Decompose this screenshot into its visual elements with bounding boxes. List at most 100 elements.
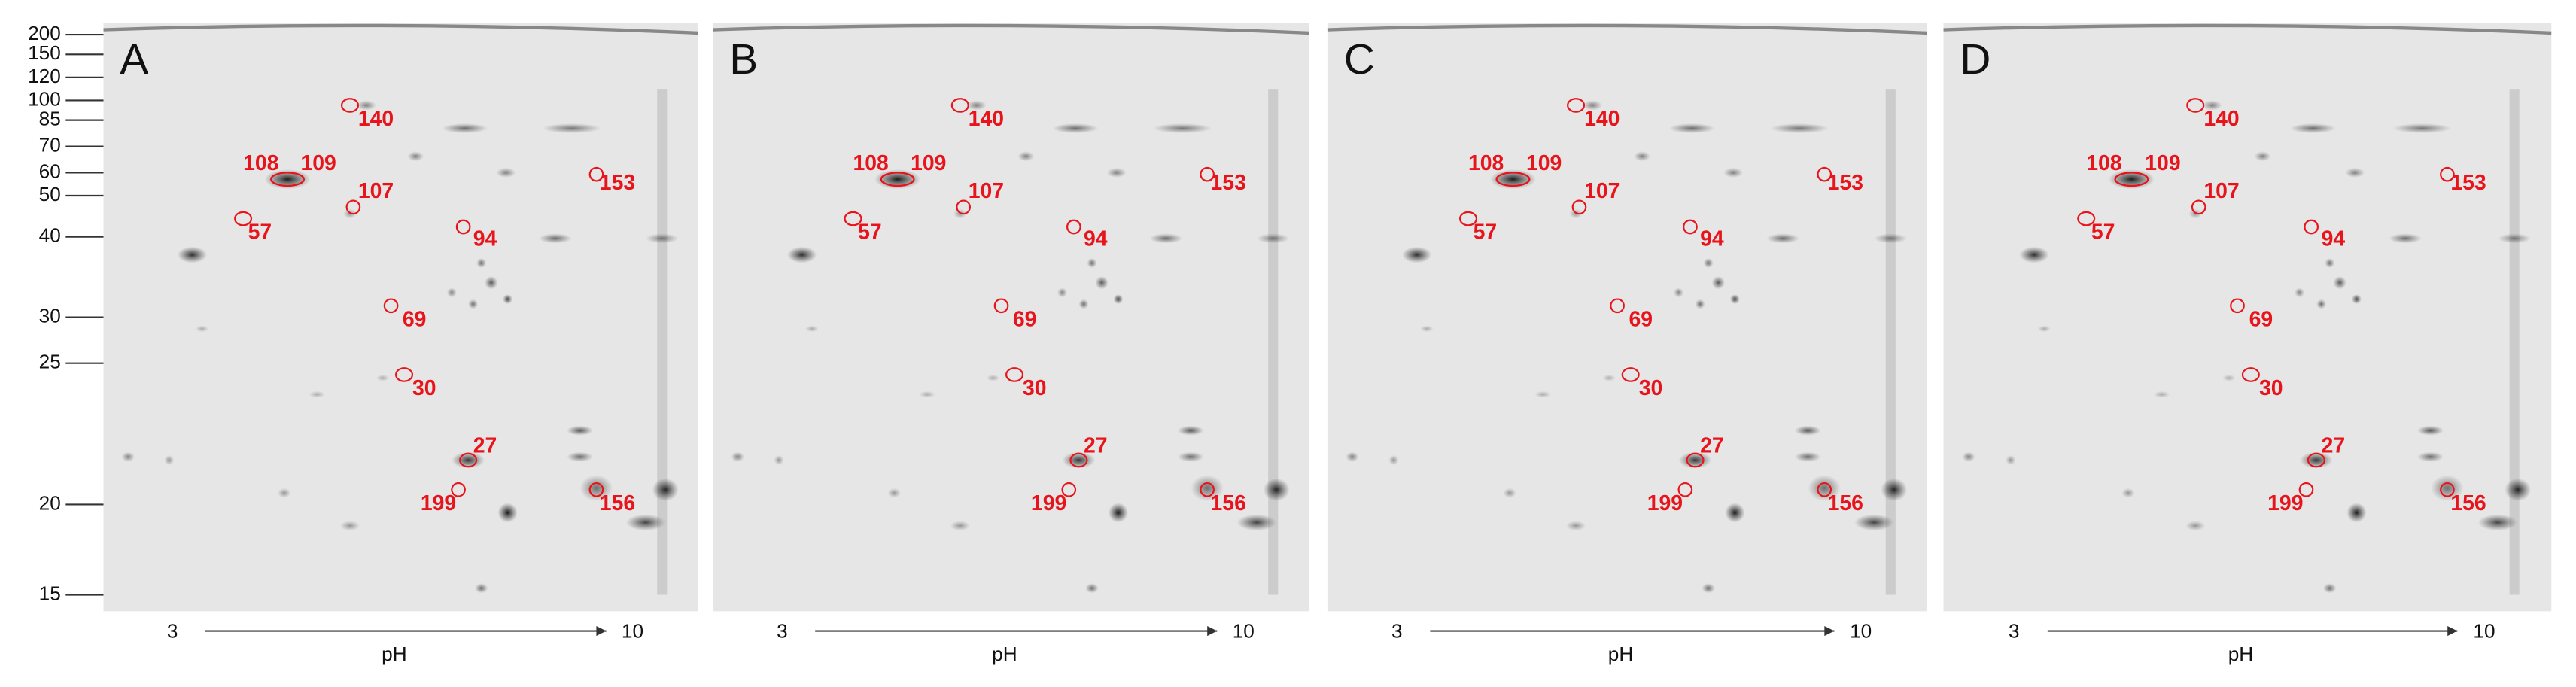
- gel-spot: [1017, 151, 1035, 162]
- spot-label: 140: [2203, 107, 2239, 131]
- spot-circle: [1005, 367, 1024, 382]
- gel-spot: [195, 325, 209, 333]
- spot-label: 69: [1013, 307, 1037, 331]
- panel-letter: D: [1960, 36, 1991, 84]
- gel-spot: [2185, 521, 2206, 531]
- mw-label: 200: [28, 22, 61, 44]
- gel-background: [103, 23, 698, 612]
- ph-arrowhead: [2447, 625, 2458, 637]
- gel-spot: [2037, 325, 2051, 333]
- gel-spot: [121, 451, 135, 462]
- spot-label: 153: [1211, 171, 1246, 195]
- gel-spot: [2325, 257, 2335, 269]
- spot-label: 109: [1526, 151, 1562, 175]
- gel-spot: [2322, 583, 2337, 594]
- spot-circle: [950, 98, 969, 113]
- mw-label: 50: [39, 183, 61, 205]
- spot-circle: [234, 211, 253, 226]
- gel-spot: [1962, 451, 1975, 462]
- spot-circle: [1683, 219, 1698, 235]
- gel-spot: [1062, 451, 1096, 469]
- gel-spot: [2254, 151, 2271, 162]
- spot-circle: [451, 482, 466, 497]
- spot-label: 30: [1639, 376, 1663, 400]
- spot-label: 140: [969, 107, 1004, 131]
- spot-label: 199: [2267, 491, 2303, 515]
- gel-spot: [1388, 454, 1399, 466]
- spot-circle: [2298, 482, 2314, 497]
- gel-spot: [1085, 583, 1099, 594]
- gel-spot: [484, 275, 498, 290]
- gel-spot: [474, 583, 488, 594]
- spot-label: 140: [358, 107, 394, 131]
- gel-spot: [2346, 503, 2367, 523]
- spot-circle: [345, 199, 361, 215]
- spot-label: 156: [1828, 491, 1863, 515]
- panel-letter: C: [1344, 36, 1375, 84]
- spot-label: 69: [2249, 307, 2273, 331]
- gel-spot: [539, 233, 572, 244]
- spot-circle: [1571, 199, 1587, 215]
- gel-spot: [2202, 100, 2222, 111]
- gel-spot: [1703, 257, 1714, 269]
- gel-spot: [1729, 294, 1740, 305]
- gel-background: [1327, 23, 1927, 612]
- ph-label: pH: [1608, 643, 1633, 665]
- spot-circle: [844, 211, 862, 226]
- gel-spot: [446, 287, 457, 298]
- gel-spot: [2121, 488, 2135, 498]
- spot-label: 156: [1211, 491, 1246, 515]
- gel-spot: [1794, 425, 1821, 436]
- mw-label: 85: [39, 108, 61, 130]
- gel-spot: [2351, 294, 2362, 305]
- gel-spot: [1095, 275, 1109, 290]
- gel-spot: [1236, 514, 1277, 531]
- ph-label: pH: [992, 643, 1017, 665]
- spot-circle: [1495, 172, 1531, 187]
- spot-label: 109: [300, 151, 336, 175]
- gel-spot: [503, 294, 513, 305]
- spot-label: 94: [1084, 226, 1108, 251]
- gel-spot: [887, 488, 901, 498]
- gel-spot: [645, 233, 679, 244]
- spot-label: 57: [2091, 220, 2115, 245]
- spot-label: 108: [853, 151, 889, 175]
- gel-spot: [2498, 233, 2531, 244]
- spot-label: 94: [2322, 226, 2346, 251]
- gel-spot: [1153, 123, 1212, 134]
- gel-spot: [1874, 233, 1908, 244]
- gel-spot: [567, 451, 594, 462]
- spot-label: 108: [2086, 151, 2121, 175]
- gel-spot: [1177, 451, 1204, 462]
- gel-spot: [1711, 275, 1726, 290]
- spot-label: 57: [248, 220, 272, 245]
- spot-label: 140: [1584, 107, 1620, 131]
- spot-circle: [1686, 452, 1705, 468]
- gel-spot: [1769, 123, 1829, 134]
- gel-spot: [339, 521, 360, 531]
- gel-spot: [497, 503, 518, 523]
- mw-label: 100: [28, 87, 61, 110]
- mw-label: 15: [39, 582, 61, 604]
- spot-label: 109: [911, 151, 946, 175]
- gel-spot: [1565, 521, 1586, 531]
- spot-circle: [956, 199, 971, 215]
- gel-spot: [986, 374, 1000, 381]
- gel-spot: [1113, 294, 1124, 305]
- spot-label: 109: [2145, 151, 2180, 175]
- spot-circle: [1567, 98, 1586, 113]
- spot-label: 153: [600, 171, 635, 195]
- gel-spot: [1256, 233, 1290, 244]
- spot-circle: [588, 166, 604, 182]
- spot-label: 107: [969, 179, 1004, 203]
- spot-circle: [1817, 166, 1832, 182]
- spot-circle: [455, 219, 471, 235]
- spot-label: 153: [2450, 171, 2486, 195]
- gel-spot: [2417, 451, 2444, 462]
- ph-arrowhead: [596, 625, 607, 637]
- gel-spot: [2505, 478, 2532, 502]
- ph-end: 10: [2473, 620, 2495, 643]
- spot-circle: [1200, 166, 1215, 182]
- ph-end: 10: [1850, 620, 1872, 643]
- ph-start: 3: [777, 620, 788, 643]
